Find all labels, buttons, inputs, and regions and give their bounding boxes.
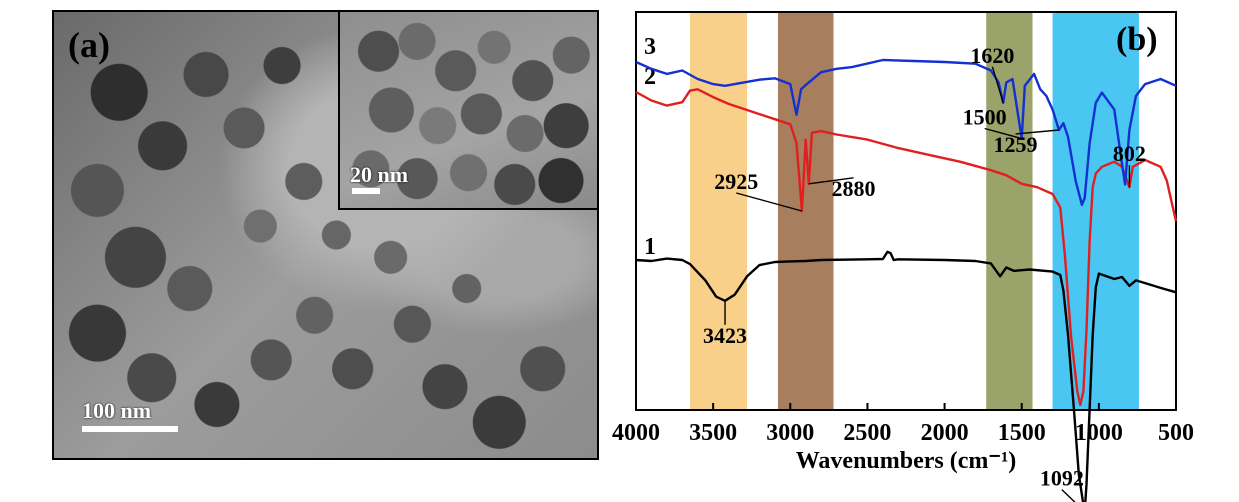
highlight-band-3 — [986, 12, 1033, 410]
x-tick-label: 2500 — [843, 420, 891, 446]
x-tick-label: 500 — [1158, 420, 1194, 446]
series-label-1: 1 — [644, 234, 656, 260]
plot-frame — [635, 11, 1177, 411]
peak-annotation: 1092 — [1040, 466, 1084, 491]
main-scale-bar — [82, 426, 178, 432]
series-line-2 — [635, 88, 1178, 406]
series-lines: 123 — [635, 34, 1178, 502]
peak-annotation: 1620 — [970, 43, 1014, 68]
highlight-band-4 — [1052, 12, 1139, 410]
x-axis: 4000 3500 3000 2500 2000 1500 1000 500 — [612, 403, 1194, 446]
main-scale-bar-label: 100 nm — [82, 398, 152, 423]
peak-annotation: 2880 — [832, 176, 876, 201]
annotation-leader — [984, 127, 1022, 140]
series-line-3 — [635, 58, 1177, 206]
peak-annotation: 1500 — [963, 105, 1007, 130]
panel-a-label: (a) — [68, 25, 110, 65]
peak-annotation: 3423 — [703, 323, 747, 348]
tem-inset-image: 20 nm — [338, 12, 597, 210]
highlight-band-1 — [690, 12, 748, 410]
x-tick-label: 2000 — [921, 420, 969, 446]
x-tick-label: 3000 — [766, 420, 814, 446]
annotation-leader — [736, 192, 803, 212]
highlight-bands — [690, 12, 1139, 410]
x-tick-label: 3500 — [689, 420, 737, 446]
annotation-leader — [808, 177, 854, 185]
annotation-leader — [1015, 129, 1059, 135]
peak-annotation: 1259 — [994, 132, 1038, 157]
x-tick-label: 1500 — [998, 420, 1046, 446]
inset-scale-bar — [352, 188, 380, 194]
highlight-band-2 — [777, 12, 834, 410]
panel-b-label: (b) — [1116, 21, 1158, 58]
x-axis-title: Wavenumbers (cm⁻¹) — [796, 448, 1017, 474]
inset-scale-bar-label: 20 nm — [350, 162, 409, 187]
peak-annotation: 802 — [1113, 141, 1146, 166]
series-label-3: 3 — [644, 34, 656, 60]
annotation-leader — [1061, 489, 1076, 502]
peak-annotation: 2925 — [714, 169, 758, 194]
series-line-1 — [635, 250, 1177, 502]
annotation-leader — [991, 66, 1004, 104]
ftir-chart: 4000 3500 3000 2500 2000 1500 1000 500 123 3423… — [612, 11, 1194, 502]
tem-micrograph-panel: 20 nm (a) 100 nm — [52, 10, 599, 460]
x-tick-label: 4000 — [612, 420, 660, 446]
x-tick-label: 1000 — [1075, 420, 1123, 446]
